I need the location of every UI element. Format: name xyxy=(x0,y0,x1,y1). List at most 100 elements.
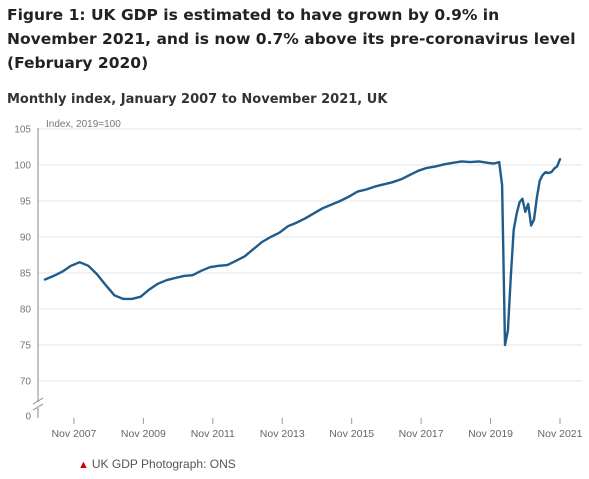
data-point xyxy=(539,180,541,182)
data-point xyxy=(61,271,64,273)
data-point xyxy=(218,265,220,267)
data-points xyxy=(44,158,561,346)
data-point xyxy=(87,265,89,267)
data-point xyxy=(400,178,402,180)
data-point xyxy=(544,171,547,173)
data-point xyxy=(461,160,463,162)
data-point xyxy=(113,294,115,296)
data-point xyxy=(330,204,332,206)
data-point xyxy=(443,163,445,165)
y-tick-label: 95 xyxy=(20,197,32,208)
x-tick-label: Nov 2017 xyxy=(399,428,444,440)
y-tick-label: 100 xyxy=(14,161,31,172)
figure-subtitle: Monthly index, January 2007 to November … xyxy=(7,92,388,107)
y-tick-label: 0 xyxy=(25,412,31,423)
y-tick-label: 70 xyxy=(20,377,32,388)
y-axis xyxy=(32,128,44,418)
data-point xyxy=(492,163,495,165)
data-point xyxy=(507,330,509,332)
y-tick-label: 80 xyxy=(20,305,32,316)
data-point xyxy=(287,225,289,227)
y-tick-label: 105 xyxy=(14,125,31,136)
y-tick-label: 85 xyxy=(20,269,32,280)
x-tick-label: Nov 2009 xyxy=(121,428,166,440)
triangle-marker-icon: ▲ xyxy=(78,459,89,471)
x-tick-label: Nov 2019 xyxy=(468,428,513,440)
data-point xyxy=(527,203,529,205)
data-point xyxy=(148,289,150,291)
data-point xyxy=(426,167,428,169)
data-point xyxy=(174,277,176,279)
data-point xyxy=(209,266,211,268)
data-point xyxy=(516,213,518,215)
data-point xyxy=(365,188,367,191)
data-point xyxy=(409,174,411,176)
data-point xyxy=(70,265,72,267)
y-axis-title: Index, 2019=100 xyxy=(46,119,121,130)
data-point xyxy=(244,255,246,257)
data-point xyxy=(487,162,489,164)
data-point xyxy=(374,186,376,188)
image-caption: ▲ UK GDP Photograph: ONS xyxy=(78,457,236,471)
data-point xyxy=(296,222,298,224)
caption-text: UK GDP Photograph: ONS xyxy=(91,457,236,471)
data-point xyxy=(122,298,124,300)
data-point xyxy=(469,161,471,163)
data-point xyxy=(435,165,437,167)
data-point xyxy=(524,211,526,213)
data-point xyxy=(165,279,168,281)
data-point xyxy=(304,217,306,219)
data-point xyxy=(192,274,194,276)
x-tick-label: Nov 2013 xyxy=(260,428,305,440)
data-point xyxy=(105,284,107,286)
data-point xyxy=(510,276,512,278)
data-point xyxy=(550,171,552,173)
x-tick-label: Nov 2021 xyxy=(538,428,583,440)
data-point xyxy=(200,270,202,272)
data-point xyxy=(139,296,142,298)
x-tick-label: Nov 2015 xyxy=(329,428,374,440)
y-tick-label: 90 xyxy=(20,233,32,244)
y-tick-label: 75 xyxy=(20,341,32,352)
data-point xyxy=(157,283,159,285)
data-point xyxy=(504,344,506,346)
data-point xyxy=(313,212,315,214)
data-point xyxy=(131,298,133,300)
data-point xyxy=(356,191,359,193)
x-tick-label: Nov 2007 xyxy=(51,428,96,440)
data-point xyxy=(261,241,263,243)
data-point xyxy=(513,229,515,231)
series-line-uk-gdp xyxy=(43,158,562,347)
data-point xyxy=(452,162,454,164)
data-point xyxy=(547,172,550,174)
data-point xyxy=(501,184,503,186)
data-point xyxy=(44,278,46,281)
data-point xyxy=(235,260,237,262)
data-point xyxy=(339,200,341,202)
data-point xyxy=(391,181,393,183)
x-tick-labels: Nov 2007 Nov 2009 Nov 2011 Nov 2013 Nov 2015… xyxy=(51,418,583,440)
data-point xyxy=(270,236,272,238)
data-point xyxy=(183,275,185,277)
x-tick-label: Nov 2011 xyxy=(191,428,235,440)
data-point xyxy=(542,174,544,176)
data-point xyxy=(382,183,385,185)
data-point xyxy=(417,170,419,172)
data-point xyxy=(53,275,55,277)
data-point xyxy=(252,248,254,250)
figure-title: Figure 1: UK GDP is estimated to have gr… xyxy=(7,6,576,72)
data-point xyxy=(556,165,558,167)
data-point xyxy=(226,264,228,266)
axis-break-icon xyxy=(32,397,44,411)
data-point xyxy=(348,196,350,198)
y-tick-labels: 0 70 75 80 85 90 95 100 105 xyxy=(14,125,31,423)
data-point xyxy=(553,168,555,170)
data-point xyxy=(478,160,480,162)
data-point xyxy=(96,273,98,275)
data-point xyxy=(559,158,561,160)
gridlines xyxy=(38,128,582,382)
data-point xyxy=(521,198,524,200)
data-point xyxy=(536,196,538,198)
data-point xyxy=(322,207,324,209)
